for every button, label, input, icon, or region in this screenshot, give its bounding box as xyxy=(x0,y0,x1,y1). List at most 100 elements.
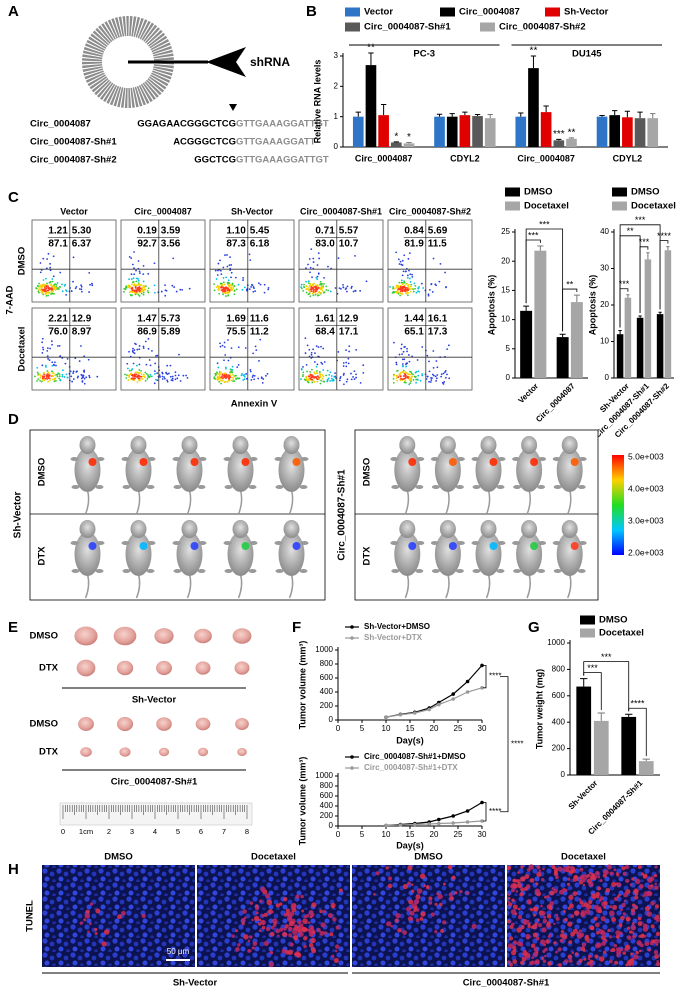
flow-dot xyxy=(227,294,230,297)
tunel-signal xyxy=(95,908,101,914)
mouse-leg xyxy=(172,457,181,461)
flow-dot xyxy=(138,375,141,378)
flow-dot xyxy=(309,370,311,373)
point xyxy=(427,707,432,712)
signal-spot xyxy=(88,458,97,466)
flow-dot xyxy=(308,290,311,293)
flow-dot xyxy=(314,287,317,290)
flow-dot xyxy=(321,290,324,292)
quadrant-value: 6.18 xyxy=(250,239,270,250)
flow-dot xyxy=(392,286,395,288)
mouse-leg xyxy=(121,541,130,545)
tunel-signal xyxy=(84,913,91,919)
panel-label: A xyxy=(8,3,19,20)
flow-dot xyxy=(131,263,134,266)
flow-dot xyxy=(221,344,224,347)
flow-dot xyxy=(220,273,223,276)
error-bar xyxy=(393,141,399,143)
tunel-signal xyxy=(580,874,584,879)
flow-dot xyxy=(438,280,441,283)
flow-dot xyxy=(41,364,44,367)
flow-dot xyxy=(317,285,320,287)
tunel-signal xyxy=(414,898,420,905)
tunel-signal xyxy=(649,876,655,881)
flow-dot xyxy=(135,269,137,272)
flow-dot xyxy=(144,285,147,288)
row-label: DTX xyxy=(39,663,59,674)
flow-dot xyxy=(334,287,337,289)
flow-dot xyxy=(251,376,254,378)
flow-dot xyxy=(45,285,48,287)
flow-dot xyxy=(347,357,350,360)
flow-dot xyxy=(132,351,135,354)
flow-dot xyxy=(322,375,325,378)
flow-dot xyxy=(435,379,438,382)
flow-dot xyxy=(333,376,336,378)
row-label: DMSO xyxy=(30,719,59,730)
flow-dot xyxy=(405,292,408,295)
mouse-body xyxy=(394,532,421,576)
tunel-signal xyxy=(410,889,415,893)
flow-dot xyxy=(128,255,131,258)
flow-dot xyxy=(50,285,53,288)
flow-dot xyxy=(302,373,305,376)
flow-dot xyxy=(402,282,405,285)
flow-dot xyxy=(165,289,168,292)
flow-dot xyxy=(429,381,432,383)
error-bar xyxy=(626,294,630,298)
bar xyxy=(622,117,633,147)
flow-dot xyxy=(173,286,176,288)
tunel-signal xyxy=(508,936,514,941)
flow-dot xyxy=(58,373,61,376)
tunel-signal xyxy=(255,911,259,915)
flow-dot xyxy=(36,371,39,374)
flow-dot xyxy=(427,294,430,297)
flow-dot xyxy=(310,290,313,293)
tunel-signal xyxy=(601,941,606,946)
mouse-leg xyxy=(248,569,257,573)
tunel-signal xyxy=(582,948,586,952)
flow-dot xyxy=(398,353,401,356)
tunel-signal xyxy=(440,928,445,933)
flow-dot xyxy=(327,265,329,268)
flow-dot xyxy=(350,378,353,381)
bar xyxy=(576,686,592,775)
flow-dot xyxy=(132,277,135,280)
sequence-suffix: GTTGAAAGGATT xyxy=(236,137,316,148)
mouse-leg xyxy=(512,457,521,461)
mouse-head xyxy=(283,436,300,454)
flow-dot xyxy=(225,367,227,370)
mouse-body xyxy=(475,448,502,492)
mouse-head xyxy=(399,436,416,454)
tunel-signal xyxy=(603,950,607,954)
tunel-signal xyxy=(620,908,623,912)
flow-dot xyxy=(230,347,233,350)
flow-dot xyxy=(171,284,174,287)
sequence-name: Circ_0004087-Sh#2 xyxy=(30,155,117,166)
error-bar xyxy=(658,311,662,315)
flow-dot xyxy=(166,380,169,383)
flow-dot xyxy=(142,265,145,267)
bar xyxy=(636,317,644,378)
flow-dot xyxy=(400,343,403,346)
flow-dot xyxy=(166,364,169,367)
y-tick-label: 15 xyxy=(501,286,510,295)
flow-dot xyxy=(322,291,325,294)
flow-dot xyxy=(143,286,146,289)
tunel-signal xyxy=(624,864,630,870)
flow-dot xyxy=(431,291,434,293)
column-title: Circ_0004087-Sh#1 xyxy=(300,206,382,216)
flow-dot xyxy=(154,291,156,294)
x-tick-label: Vector xyxy=(516,382,540,406)
tunel-signal xyxy=(288,933,293,938)
flow-dot xyxy=(88,376,91,379)
flow-dot xyxy=(231,289,233,291)
tunel-signal xyxy=(628,930,633,934)
tunel-signal xyxy=(593,916,598,921)
tunel-signal xyxy=(447,864,453,870)
flow-dot xyxy=(49,266,52,269)
significance-bracket xyxy=(500,676,509,813)
flow-dot xyxy=(436,374,439,376)
y-tick-label: 20 xyxy=(600,300,609,309)
tunel-signal xyxy=(630,925,637,931)
